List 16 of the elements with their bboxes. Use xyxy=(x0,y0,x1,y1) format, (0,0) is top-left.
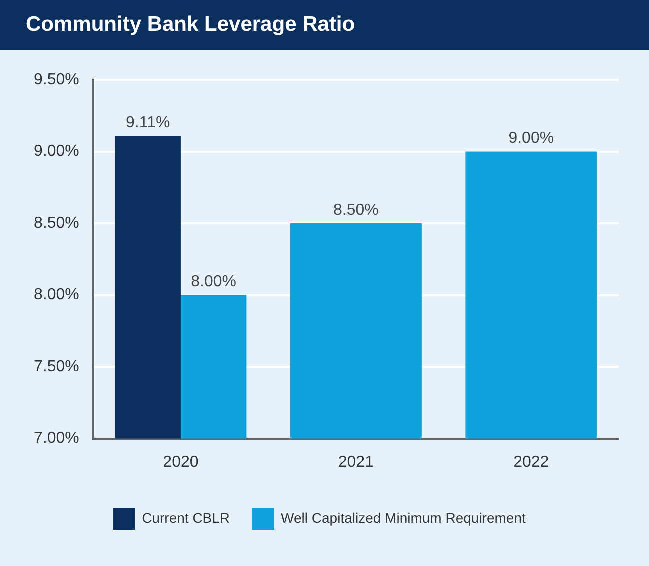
y-tick-label: 8.50% xyxy=(34,214,80,232)
y-tick-label: 7.50% xyxy=(34,358,80,376)
chart-title: Community Bank Leverage Ratio xyxy=(0,0,649,50)
legend-label: Current CBLR xyxy=(142,510,230,526)
x-tick-label: 2020 xyxy=(163,454,199,471)
data-label: 9.00% xyxy=(508,130,554,148)
data-label: 9.11% xyxy=(126,114,170,132)
x-tick-label: 2021 xyxy=(338,454,374,471)
y-tick-label: 9.00% xyxy=(34,143,80,160)
y-tick-label: 8.00% xyxy=(34,286,80,304)
y-tick-label: 9.50% xyxy=(34,71,80,88)
data-label: 8.50% xyxy=(333,202,379,219)
x-tick-label: 2022 xyxy=(514,454,550,471)
y-tick-label: 7.00% xyxy=(34,430,80,448)
data-label: 8.00% xyxy=(191,274,237,291)
legend-label: Well Capitalized Minimum Requirement xyxy=(281,510,526,526)
